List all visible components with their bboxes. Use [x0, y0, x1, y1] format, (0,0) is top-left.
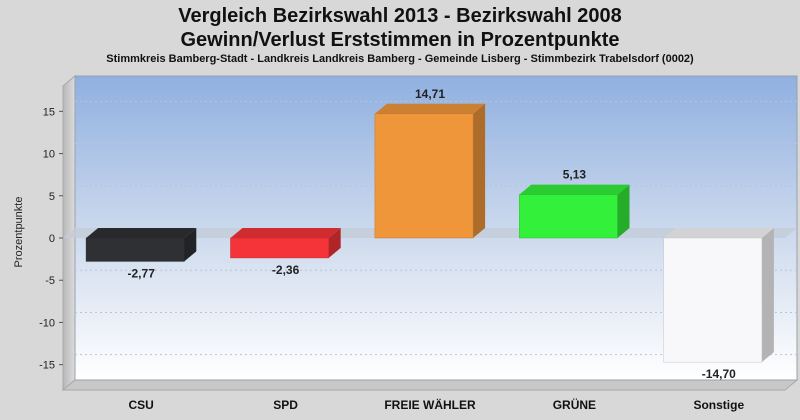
- chart-subtitle: Gewinn/Verlust Erststimmen in Prozentpun…: [180, 29, 620, 51]
- bar-top: [519, 184, 630, 195]
- bar-top: [230, 228, 341, 238]
- bar-value-label: -2,77: [128, 266, 156, 280]
- bar-value-label: 14,71: [415, 87, 445, 101]
- x-category-label: GRÜNE: [553, 397, 596, 412]
- bar-top: [663, 228, 774, 238]
- y-tick-label: -5: [45, 275, 55, 287]
- plot-floor: [61, 379, 799, 391]
- y-axis-label: Prozentpunkte: [13, 197, 25, 268]
- y-tick-label: -10: [39, 317, 55, 329]
- y-tick-label: 0: [49, 233, 55, 245]
- bar-top: [86, 228, 197, 238]
- bar-csu: [85, 228, 197, 262]
- bar-sonstige: [663, 228, 774, 363]
- bar-side: [473, 103, 486, 238]
- bar-gr-ne: [519, 184, 630, 239]
- chart-location-caption: Stimmkreis Bamberg-Stadt - Landkreis Lan…: [106, 53, 694, 65]
- bar-front: [519, 194, 618, 239]
- bar-front: [663, 237, 763, 363]
- bar-front: [374, 113, 474, 239]
- bar-side: [184, 228, 197, 262]
- x-category-label: CSU: [129, 398, 154, 412]
- bar-side: [761, 228, 774, 363]
- bar-value-label: 5,13: [563, 168, 587, 182]
- y-tick-label: 10: [43, 149, 55, 161]
- bar-top: [374, 103, 486, 114]
- bar-spd: [230, 228, 341, 259]
- bar-freie-w-hler: [374, 103, 486, 239]
- bar-front: [230, 237, 329, 259]
- bar-front: [85, 237, 185, 262]
- y-tick-label: -15: [39, 360, 55, 372]
- bar-side: [328, 228, 341, 258]
- x-category-label: SPD: [273, 398, 298, 412]
- bar-value-label: -14,70: [702, 367, 736, 381]
- y-tick-label: 15: [43, 106, 55, 118]
- x-category-label: FREIE WÄHLER: [384, 397, 476, 412]
- bar-side: [617, 184, 630, 238]
- x-category-label: Sonstige: [693, 398, 744, 412]
- chart-title: Vergleich Bezirkswahl 2013 - Bezirkswahl…: [178, 5, 622, 27]
- y-tick-label: 5: [49, 191, 55, 203]
- bar-value-label: -2,36: [272, 263, 300, 277]
